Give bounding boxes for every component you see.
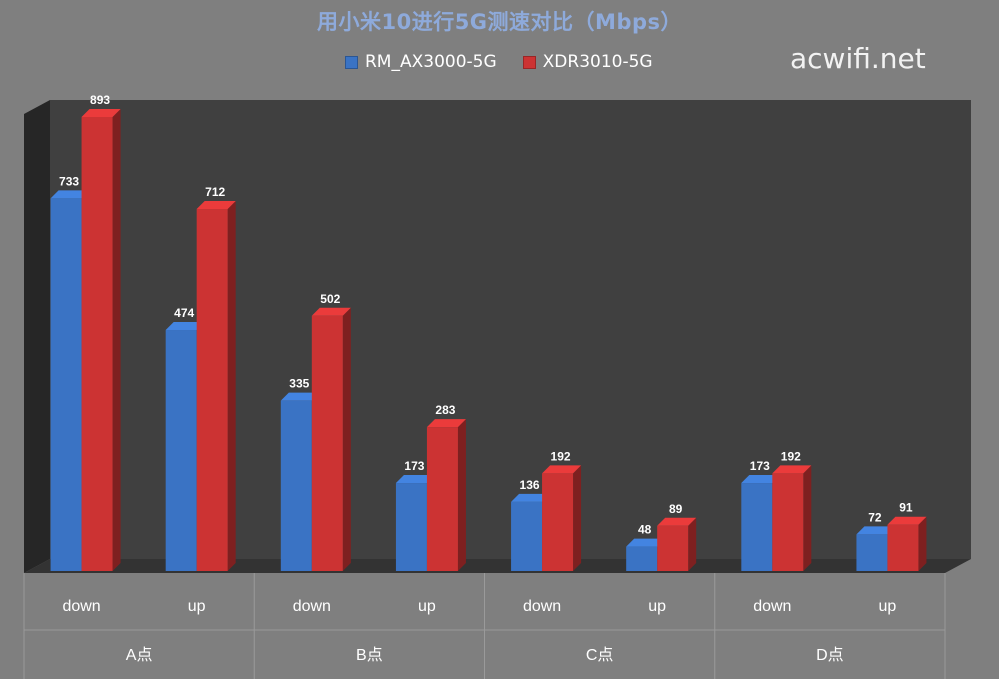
x-tick-label: up bbox=[188, 598, 206, 615]
bar-top bbox=[165, 322, 205, 331]
data-label: 173 bbox=[404, 459, 424, 473]
chart-title: 用小米10进行5G测速对比（Mbps） bbox=[316, 10, 683, 34]
bar-side bbox=[918, 516, 927, 571]
legend-swatch-red bbox=[522, 55, 536, 69]
bar-top bbox=[196, 201, 236, 210]
bar bbox=[511, 501, 543, 571]
legend-label: XDR3010-5G bbox=[542, 52, 653, 72]
legend: RM_AX3000-5G XDR3010-5G bbox=[345, 52, 679, 72]
x-tick-label: down bbox=[523, 598, 561, 615]
bar bbox=[772, 473, 804, 571]
data-label: 89 bbox=[669, 502, 683, 516]
plot-side-wall bbox=[24, 100, 50, 573]
data-label: 192 bbox=[551, 449, 571, 463]
x-tick-label: down bbox=[293, 598, 331, 615]
bar bbox=[542, 473, 574, 571]
data-label: 136 bbox=[520, 478, 540, 492]
bar-top bbox=[511, 493, 551, 502]
bar bbox=[657, 525, 689, 571]
x-tick-label: up bbox=[648, 598, 666, 615]
group-label: D点 bbox=[816, 646, 844, 664]
data-label: 474 bbox=[174, 306, 194, 320]
bar bbox=[887, 524, 919, 571]
bar-top bbox=[542, 465, 582, 474]
bar-top bbox=[81, 109, 121, 117]
bar-top bbox=[311, 307, 351, 316]
x-tick-label: up bbox=[879, 598, 897, 615]
bar-top bbox=[887, 516, 927, 525]
bar bbox=[280, 400, 312, 571]
bar-top bbox=[856, 526, 896, 535]
bar-side bbox=[573, 465, 582, 571]
data-label: 91 bbox=[899, 501, 913, 515]
legend-label: RM_AX3000-5G bbox=[365, 52, 497, 72]
data-label: 283 bbox=[435, 403, 455, 417]
legend-item-rm-ax3000: RM_AX3000-5G bbox=[345, 52, 497, 72]
data-label: 192 bbox=[781, 449, 801, 463]
bar-side bbox=[342, 307, 351, 571]
bar bbox=[165, 330, 197, 571]
bar-top bbox=[657, 517, 697, 526]
watermark-text: acwifi.net bbox=[790, 42, 926, 75]
data-label: 173 bbox=[750, 459, 770, 473]
bar-side bbox=[227, 201, 236, 572]
data-label: 335 bbox=[289, 377, 309, 391]
bar bbox=[741, 483, 773, 571]
bar bbox=[395, 483, 427, 571]
data-label: 712 bbox=[205, 185, 225, 199]
bar bbox=[856, 534, 888, 571]
x-tick-label: up bbox=[418, 598, 436, 615]
bar-side bbox=[112, 109, 121, 571]
data-label: 72 bbox=[868, 510, 882, 524]
data-label: 502 bbox=[320, 292, 340, 306]
bar-side bbox=[688, 517, 697, 571]
bar-top bbox=[626, 538, 666, 547]
plot-back-wall bbox=[50, 100, 971, 559]
legend-item-xdr3010: XDR3010-5G bbox=[522, 52, 653, 72]
bar bbox=[426, 427, 458, 571]
bar bbox=[626, 546, 658, 571]
bar bbox=[196, 209, 228, 572]
group-label: A点 bbox=[126, 646, 153, 664]
bar-top bbox=[50, 190, 90, 199]
bar-top bbox=[741, 475, 781, 484]
legend-swatch-blue bbox=[345, 55, 358, 69]
bar bbox=[50, 198, 82, 571]
group-label: B点 bbox=[356, 646, 383, 664]
group-label: C点 bbox=[586, 646, 614, 664]
bar-side bbox=[457, 419, 466, 571]
bar bbox=[81, 117, 113, 571]
bar-top bbox=[426, 419, 466, 428]
data-label: 48 bbox=[638, 523, 652, 537]
plot-floor bbox=[24, 559, 971, 573]
data-label: 893 bbox=[90, 93, 110, 107]
bar bbox=[311, 315, 343, 571]
x-tick-label: down bbox=[753, 598, 791, 615]
data-label: 733 bbox=[59, 174, 79, 188]
bar-side bbox=[803, 465, 812, 571]
x-tick-label: down bbox=[62, 598, 100, 615]
bar-top bbox=[280, 392, 320, 401]
bar-top bbox=[772, 465, 812, 474]
bar-top bbox=[395, 475, 435, 484]
